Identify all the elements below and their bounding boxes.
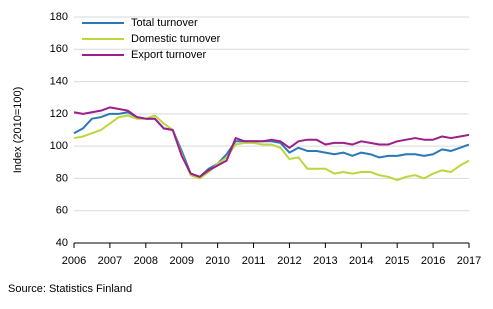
y-tick-label: 80 <box>56 172 68 184</box>
x-tick-label: 2016 <box>421 255 445 267</box>
y-tick-label: 100 <box>50 140 68 152</box>
x-tick-label: 2009 <box>169 255 193 267</box>
y-axis-label: Index (2010=100) <box>12 87 24 174</box>
legend-label: Domestic turnover <box>131 33 221 45</box>
y-tick-label: 140 <box>50 75 68 87</box>
x-tick-label: 2012 <box>277 255 301 267</box>
series-line <box>73 114 470 182</box>
y-tick-label: 180 <box>50 11 68 23</box>
legend-label: Total turnover <box>131 17 198 29</box>
x-tick-label: 2010 <box>205 255 229 267</box>
x-tick-label: 2015 <box>385 255 409 267</box>
x-tick-label: 2011 <box>242 255 266 267</box>
x-tick-label: 2014 <box>349 255 373 267</box>
legend-label: Export turnover <box>131 49 207 61</box>
x-tick-label: 2017 <box>457 255 481 267</box>
series-line <box>73 106 470 178</box>
x-tick-label: 2013 <box>313 255 337 267</box>
y-tick-label: 60 <box>56 205 68 217</box>
x-tick-label: 2007 <box>98 255 122 267</box>
y-tick-label: 160 <box>50 43 68 55</box>
y-tick-label: 40 <box>56 237 68 249</box>
y-tick-label: 120 <box>50 108 68 120</box>
source: Source: Statistics Finland <box>8 283 132 295</box>
x-tick-label: 2008 <box>134 255 158 267</box>
x-tick-label: 2006 <box>62 255 86 267</box>
